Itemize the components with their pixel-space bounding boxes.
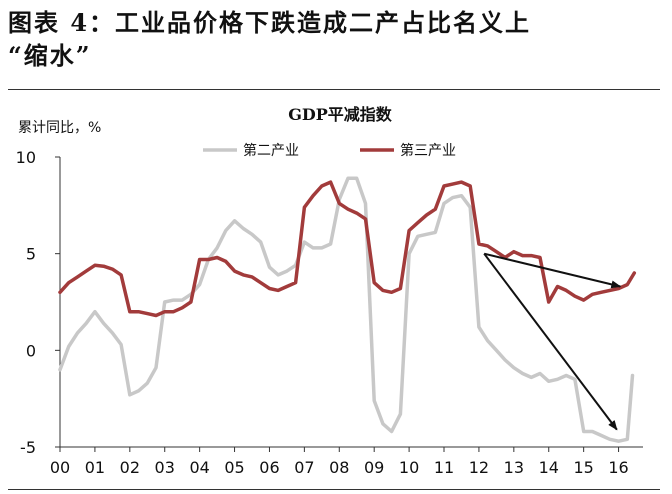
x-tick-label: 04 xyxy=(189,458,209,477)
series-line-1 xyxy=(58,176,635,443)
y-tick-label: 0 xyxy=(26,341,36,360)
legend-label-1: 第二产业 xyxy=(243,142,299,159)
trend-arrow-1 xyxy=(483,252,622,289)
series-layer xyxy=(58,176,637,443)
figure-title-line-2: “缩水” xyxy=(8,41,92,70)
x-tick-label: 03 xyxy=(155,458,175,477)
chart-title: GDP平减指数 xyxy=(288,105,393,124)
trend-arrow-2 xyxy=(483,253,618,431)
x-tick-label: 05 xyxy=(224,458,244,477)
legend: 第二产业 第三产业 xyxy=(203,142,456,159)
x-tick-label: 07 xyxy=(294,458,314,477)
figure-title: 图表 4：工业品价格下跌造成二产占比名义上 “缩水” xyxy=(8,6,664,72)
annotation-layer xyxy=(483,252,622,431)
x-tick-label: 10 xyxy=(399,458,419,477)
x-tick-label: 00 xyxy=(50,458,70,477)
x-tick-label: 14 xyxy=(539,458,559,477)
x-tick-label: 08 xyxy=(329,458,349,477)
x-tick-label: 02 xyxy=(120,458,140,477)
x-tick-label: 01 xyxy=(85,458,105,477)
x-tick-label: 12 xyxy=(469,458,489,477)
y-tick-label: 10 xyxy=(16,148,36,167)
bottom-rule xyxy=(8,489,660,490)
y-tick-label: 5 xyxy=(26,245,36,264)
x-tick-label: 13 xyxy=(504,458,524,477)
x-tick-label: 15 xyxy=(573,458,593,477)
x-tick-label: 16 xyxy=(608,458,628,477)
y-tick-label: -5 xyxy=(20,438,36,457)
x-tick-label: 09 xyxy=(364,458,384,477)
x-tick-label: 06 xyxy=(259,458,279,477)
figure-title-line-1: 图表 4：工业品价格下跌造成二产占比名义上 xyxy=(8,8,532,37)
y-axis-label: 累计同比，% xyxy=(18,120,101,136)
top-rule xyxy=(8,89,660,90)
legend-label-2: 第三产业 xyxy=(400,142,456,159)
x-tick-label: 11 xyxy=(434,458,454,477)
series-line-2 xyxy=(58,180,637,318)
